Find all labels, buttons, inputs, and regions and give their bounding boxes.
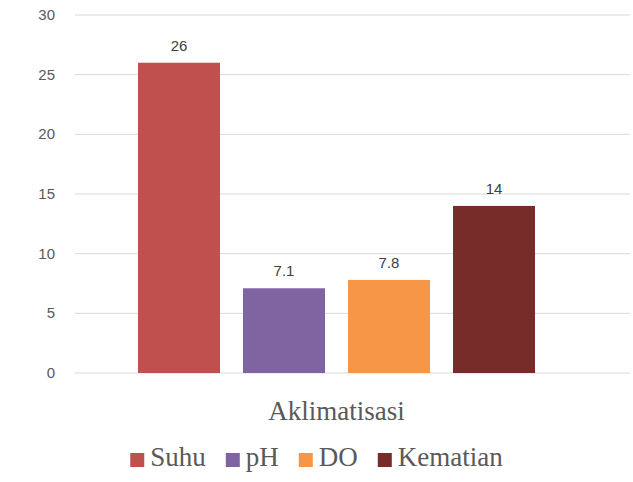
bar xyxy=(138,63,220,373)
tick-label: 10 xyxy=(38,245,55,262)
tick-label: 15 xyxy=(38,185,55,202)
legend-label: DO xyxy=(319,442,358,472)
bar xyxy=(453,206,535,373)
chart: 0 5 10 15 20 25 30 Aklimatisasi 26 7.1 7.8 14 Suhu pH… xyxy=(0,0,633,482)
legend-label: pH xyxy=(246,442,279,472)
legend-label: Suhu xyxy=(150,442,206,472)
legend-swatch xyxy=(130,453,144,467)
bar xyxy=(243,288,325,373)
legend-swatch xyxy=(299,453,313,467)
tick-label: 5 xyxy=(47,304,55,321)
legend: Suhu pH DO Kematian xyxy=(130,442,503,472)
category-label: Aklimatisasi xyxy=(268,396,405,426)
tick-label: 30 xyxy=(38,6,55,23)
data-label: 7.1 xyxy=(274,262,295,279)
bars xyxy=(138,63,535,373)
grid-line xyxy=(75,15,630,16)
data-label: 7.8 xyxy=(379,254,400,271)
data-label: 14 xyxy=(486,180,503,197)
bar xyxy=(348,280,430,373)
tick-label: 0 xyxy=(47,364,55,381)
data-label: 26 xyxy=(171,37,188,54)
tick-label: 25 xyxy=(38,66,55,83)
legend-label: Kematian xyxy=(398,442,503,472)
legend-swatch xyxy=(226,453,240,467)
tick-label: 20 xyxy=(38,125,55,142)
legend-swatch xyxy=(378,453,392,467)
